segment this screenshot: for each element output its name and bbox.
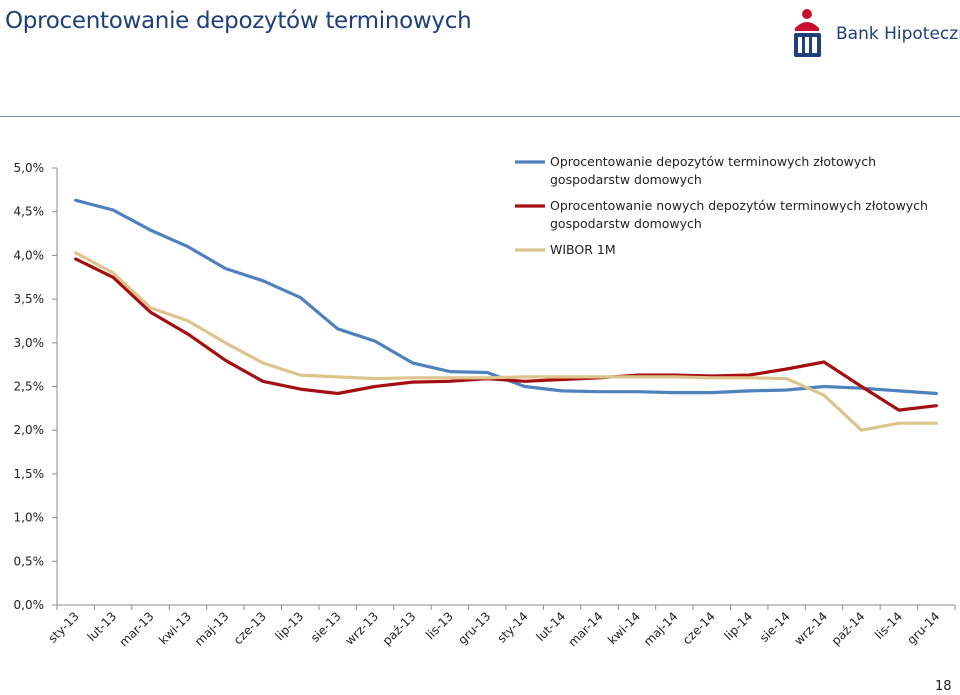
legend-label: WIBOR 1M — [550, 242, 616, 257]
x-tick-label: mar-13 — [116, 609, 156, 649]
y-tick-label: 4,0% — [14, 248, 45, 262]
x-tick-label: gru-14 — [904, 609, 942, 647]
x-tick-label: lut-13 — [84, 609, 119, 644]
x-tick-label: sie-13 — [308, 609, 344, 645]
series-line-2 — [74, 257, 938, 412]
x-tick-label: maj-13 — [192, 609, 232, 649]
y-tick-label: 1,0% — [14, 511, 45, 525]
pko-logo-icon — [794, 9, 821, 57]
logo-crown — [795, 22, 819, 31]
x-tick-label: paź-13 — [380, 609, 419, 648]
y-tick-label: 2,0% — [14, 423, 45, 437]
x-tick-label: sie-14 — [757, 609, 793, 645]
legend-item-2: Oprocentowanie nowych depozytów terminow… — [515, 198, 928, 231]
series-layer — [74, 198, 938, 432]
legend: Oprocentowanie depozytów terminowych zło… — [515, 154, 928, 257]
y-tick-label: 1,5% — [14, 467, 45, 481]
legend-item-1: Oprocentowanie depozytów terminowych zło… — [515, 154, 876, 187]
x-tick-label: lis-13 — [423, 609, 456, 642]
x-tick-label: lut-14 — [533, 609, 568, 644]
title-divider — [0, 116, 960, 117]
y-tick-label: 3,5% — [14, 292, 45, 306]
x-tick-label: lip-14 — [721, 609, 755, 643]
legend-item-3: WIBOR 1M — [515, 242, 616, 257]
y-tick-label: 5,0% — [14, 161, 45, 175]
page-number: 18 — [935, 679, 952, 694]
x-tick-label: sty-14 — [494, 609, 530, 645]
x-tick-label: maj-14 — [641, 609, 681, 649]
x-tick-label: wrz-13 — [343, 609, 382, 648]
x-tick-label: sty-13 — [45, 609, 81, 645]
x-tick-label: lip-13 — [272, 609, 306, 643]
x-tick-label: kwi-14 — [605, 609, 643, 647]
x-tick-label: mar-14 — [565, 609, 605, 649]
x-tick-label: gru-13 — [455, 609, 493, 647]
x-tick-label: paź-14 — [829, 609, 868, 648]
y-tick-label: 3,0% — [14, 336, 45, 350]
x-tick-label: cze-13 — [231, 609, 269, 647]
page-title: Oprocentowanie depozytów terminowych — [5, 8, 472, 34]
x-tick-label: kwi-13 — [156, 609, 194, 647]
y-tick-label: 4,5% — [14, 205, 45, 219]
x-tick-label: lis-14 — [872, 609, 905, 642]
brand-name: Bank Hipoteczny — [836, 24, 960, 44]
x-tick-label: cze-14 — [680, 609, 718, 647]
series-line-3 — [74, 251, 938, 432]
y-axis: 0,0% 0,5% 1,0% 1,5% 2,0% 2,5% 3,0% 3,5% 4,0% 4,5%… — [14, 161, 58, 612]
y-tick-label: 0,5% — [14, 554, 45, 568]
y-tick-label: 2,5% — [14, 380, 45, 394]
y-tick-label: 0,0% — [14, 598, 45, 612]
x-tick-label: wrz-14 — [792, 609, 831, 648]
legend-label: Oprocentowanie depozytów terminowych zło… — [550, 154, 876, 187]
legend-label: Oprocentowanie nowych depozytów terminow… — [550, 198, 928, 231]
logo-crown-dot — [802, 9, 812, 19]
